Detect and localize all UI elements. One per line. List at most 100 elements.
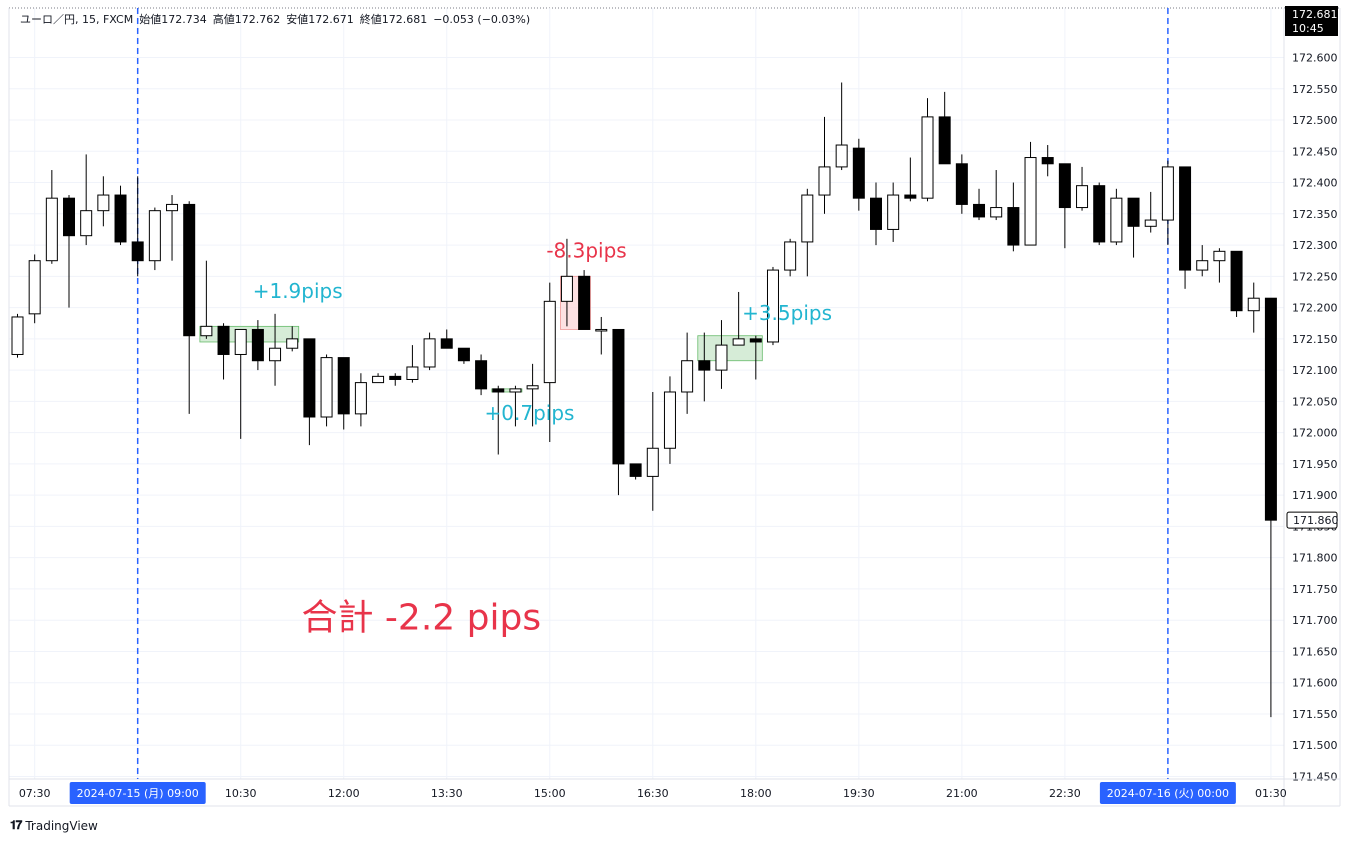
candle-down[interactable] — [1058, 163, 1071, 209]
candle-down[interactable] — [217, 325, 230, 355]
candle-down[interactable] — [131, 241, 144, 262]
candle-down[interactable] — [251, 328, 264, 362]
close-value: 172.681 — [381, 13, 428, 26]
candle-down[interactable] — [1264, 297, 1277, 521]
candle-up[interactable] — [1024, 157, 1037, 246]
candle-up[interactable] — [80, 210, 93, 237]
candle-down[interactable] — [303, 338, 316, 418]
candle-up[interactable] — [11, 316, 24, 355]
candle-up[interactable] — [200, 325, 213, 337]
candle-up[interactable] — [732, 338, 745, 346]
candle-up[interactable] — [921, 116, 934, 199]
candle-up[interactable] — [372, 375, 385, 384]
candle-down[interactable] — [1230, 250, 1243, 312]
candle-up[interactable] — [784, 241, 797, 271]
candle-up[interactable] — [1161, 166, 1174, 221]
candle-down[interactable] — [904, 194, 917, 199]
total-pips-label[interactable]: 合計 -2.2 pips — [301, 598, 541, 639]
candle-up[interactable] — [543, 300, 556, 384]
candle-up[interactable] — [887, 194, 900, 230]
y-tick-label: 172.350 — [1292, 208, 1338, 221]
candle-down[interactable] — [1127, 197, 1140, 227]
y-tick-label: 171.700 — [1292, 614, 1338, 627]
candle-down[interactable] — [1179, 166, 1192, 271]
candle-down[interactable] — [698, 360, 711, 371]
candle-up[interactable] — [234, 328, 247, 355]
candle-up[interactable] — [681, 360, 694, 393]
candle-up[interactable] — [646, 447, 659, 477]
candle-down[interactable] — [1041, 157, 1054, 165]
y-tick-label: 172.050 — [1292, 395, 1338, 408]
x-tick-label: 10:30 — [225, 787, 257, 800]
candle-down[interactable] — [183, 203, 196, 337]
candle-up[interactable] — [166, 203, 179, 212]
pips-annotation[interactable]: -8.3pips — [546, 239, 626, 263]
pips-annotation[interactable]: +1.9pips — [253, 279, 343, 303]
candle-up[interactable] — [990, 207, 1003, 218]
candle-down[interactable] — [63, 197, 76, 237]
current-price-badge[interactable] — [1285, 6, 1338, 36]
candle-up[interactable] — [97, 194, 110, 212]
candle-up[interactable] — [148, 210, 161, 262]
candle-up[interactable] — [406, 366, 419, 380]
time-axis-date-badge[interactable] — [1099, 782, 1236, 804]
candle-up[interactable] — [509, 388, 522, 393]
y-tick-label: 172.300 — [1292, 239, 1338, 252]
candle-up[interactable] — [423, 338, 436, 368]
y-tick-label: 171.600 — [1292, 677, 1338, 690]
pips-annotation[interactable]: +3.5pips — [742, 301, 832, 325]
candle-up[interactable] — [28, 260, 41, 315]
candle-up[interactable] — [1213, 250, 1226, 262]
candle-down[interactable] — [389, 375, 402, 380]
candle-up[interactable] — [269, 347, 282, 362]
candle-down[interactable] — [938, 116, 951, 165]
candle-down[interactable] — [337, 357, 350, 415]
candle-down[interactable] — [612, 328, 625, 465]
candle-down[interactable] — [578, 275, 591, 330]
candle-up[interactable] — [715, 344, 728, 371]
symbol-label[interactable]: ユーロ／円, 15, FXCM — [20, 13, 134, 26]
candle-up[interactable] — [320, 357, 333, 418]
candle-down[interactable] — [1093, 185, 1106, 243]
candle-up[interactable] — [1247, 297, 1260, 312]
y-tick-label: 171.500 — [1292, 739, 1338, 752]
candle-down[interactable] — [492, 388, 505, 393]
candle-down[interactable] — [440, 338, 453, 349]
candle-down[interactable] — [955, 163, 968, 205]
candle-down[interactable] — [1007, 207, 1020, 246]
candle-down[interactable] — [457, 347, 470, 362]
candle-down[interactable] — [973, 203, 986, 218]
candle-up[interactable] — [835, 144, 848, 168]
time-axis-date-badge[interactable] — [69, 782, 206, 804]
candle-down[interactable] — [749, 338, 762, 343]
candle-down[interactable] — [629, 463, 642, 477]
candle-down[interactable] — [852, 147, 865, 199]
candle-up[interactable] — [1144, 219, 1157, 227]
candle-up[interactable] — [286, 338, 299, 349]
pips-annotation[interactable]: +0.7pips — [485, 401, 575, 425]
candle-up[interactable] — [595, 328, 608, 332]
candle-up[interactable] — [801, 194, 814, 243]
candle-up[interactable] — [560, 275, 573, 302]
y-tick-label: 172.100 — [1292, 364, 1338, 377]
candle-up[interactable] — [1110, 197, 1123, 243]
candle-up[interactable] — [526, 385, 539, 390]
candle-up[interactable] — [1076, 185, 1089, 209]
tradingview-logo[interactable]: 𝟏𝟕 TradingView — [10, 818, 98, 833]
candle-up[interactable] — [45, 197, 58, 262]
y-tick-label: 171.800 — [1292, 552, 1338, 565]
candle-up[interactable] — [766, 269, 779, 343]
candle-up[interactable] — [1196, 260, 1209, 271]
x-tick-label: 21:00 — [946, 787, 978, 800]
candle-down[interactable] — [114, 194, 127, 243]
candle-down[interactable] — [475, 360, 488, 390]
candle-down[interactable] — [870, 197, 882, 230]
trade-box-profit — [491, 388, 523, 393]
candle-up[interactable] — [663, 391, 676, 449]
candle-up[interactable] — [818, 166, 831, 196]
last-price-marker[interactable] — [1286, 511, 1338, 529]
candle-up[interactable] — [354, 382, 367, 415]
last-price-value: 171.860 — [1293, 514, 1339, 527]
